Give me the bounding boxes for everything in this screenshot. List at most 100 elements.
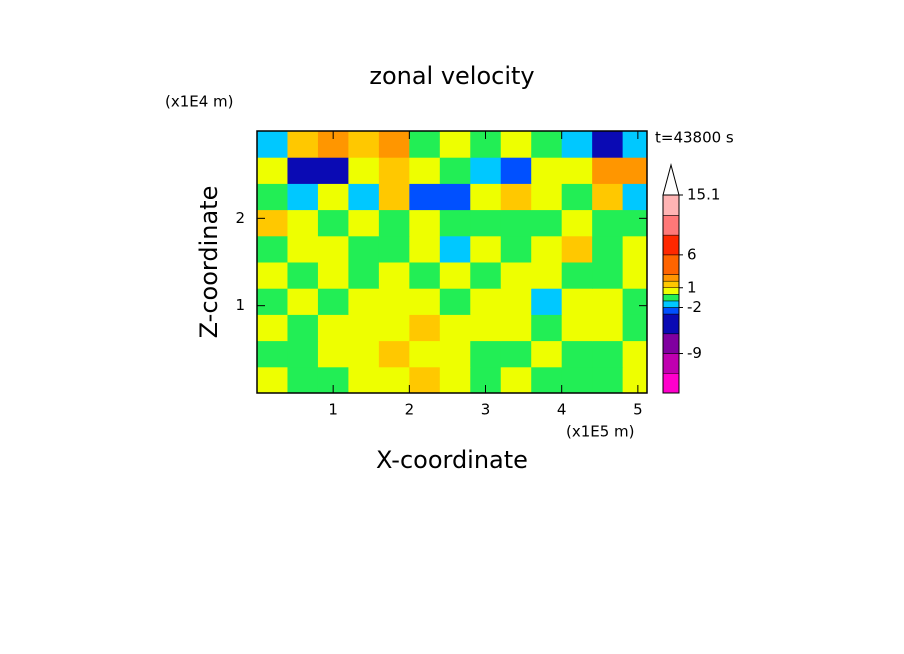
contour-cell	[317, 235, 349, 263]
contour-cell	[409, 366, 441, 393]
contour-cell	[561, 288, 593, 315]
contour-cell	[561, 157, 593, 184]
contour-cell	[257, 366, 288, 393]
colorbar-label: 15.1	[687, 186, 720, 204]
contour-cell	[348, 314, 380, 342]
contour-cell	[409, 262, 441, 289]
contour-cell	[470, 314, 502, 342]
contour-cell	[409, 209, 441, 237]
contour-cell	[470, 183, 502, 211]
contour-cell	[592, 235, 624, 263]
colorbar-label: -9	[687, 344, 702, 362]
contour-cell	[257, 157, 288, 184]
contour-cell	[378, 366, 410, 393]
plot-frame	[256, 130, 648, 394]
contour-cell	[348, 262, 380, 289]
colorbar-box	[662, 313, 680, 335]
colorbar-box	[662, 194, 680, 216]
y-tick-label: 1	[235, 296, 245, 314]
contour-cell	[531, 262, 563, 289]
contour-cell	[622, 340, 647, 368]
x-unit: (x1E5 m)	[566, 423, 635, 441]
x-axis-label: X-coordinate	[376, 446, 528, 474]
contour-cell	[592, 314, 624, 342]
colorbar-label: -2	[687, 298, 702, 316]
colorbar-box	[662, 353, 680, 374]
contour-cell	[439, 235, 471, 263]
contour-cell	[409, 131, 441, 158]
contour-cell	[317, 183, 349, 211]
contour-cell	[378, 340, 410, 368]
x-tick-label: 3	[481, 401, 491, 419]
contour-cell	[500, 340, 532, 368]
contour-cell	[622, 235, 647, 263]
contour-cell	[470, 209, 502, 237]
contour-cell	[592, 340, 624, 368]
x-tick-label: 4	[557, 401, 567, 419]
y-tick-label: 2	[235, 209, 245, 227]
contour-cell	[348, 157, 380, 184]
contour-cell	[561, 262, 593, 289]
contour-cell	[287, 157, 319, 184]
contour-cell	[531, 131, 563, 158]
contour-cell	[317, 209, 349, 237]
contour-cell	[348, 366, 380, 393]
contour-cell	[287, 131, 319, 158]
contour-cell	[257, 340, 288, 368]
contour-cell	[257, 183, 288, 211]
contour-cell	[317, 340, 349, 368]
contour-cell	[287, 288, 319, 315]
chart-title: zonal velocity	[369, 62, 534, 90]
contour-cell	[378, 314, 410, 342]
contour-cell	[561, 340, 593, 368]
contour-cell	[378, 183, 410, 211]
y-unit: (x1E4 m)	[165, 93, 234, 111]
contour-cell	[531, 235, 563, 263]
contour-cell	[500, 288, 532, 315]
axes: 1 2 3 4 5 1 2	[235, 130, 648, 419]
contour-cell	[257, 209, 288, 237]
contour-cell	[500, 235, 532, 263]
contour-cell	[500, 209, 532, 237]
colorbar-frame	[662, 194, 680, 394]
contour-cell	[257, 235, 288, 263]
field	[257, 131, 647, 393]
contour-cell	[622, 262, 647, 289]
x-tick-label: 1	[328, 401, 338, 419]
contour-cell	[409, 183, 441, 211]
contour-cell	[348, 183, 380, 211]
contour-cell	[257, 314, 288, 342]
contour-cell	[561, 209, 593, 237]
contour-cell	[439, 157, 471, 184]
contour-cell	[622, 288, 647, 315]
contour-cell	[378, 262, 410, 289]
contour-cell	[592, 209, 624, 237]
contour-cell	[622, 314, 647, 342]
contour-cell	[378, 157, 410, 184]
contour-cell	[257, 288, 288, 315]
contour-cell	[622, 183, 647, 211]
contour-cell	[531, 340, 563, 368]
contour-cell	[531, 209, 563, 237]
contour-cell	[622, 131, 647, 158]
contour-cell	[592, 157, 624, 184]
x-tick-label: 5	[633, 401, 643, 419]
contour-cell	[439, 262, 471, 289]
contour-cell	[500, 366, 532, 393]
contour-cell	[287, 262, 319, 289]
contour-cell	[287, 340, 319, 368]
contour-cell	[439, 209, 471, 237]
contour-cell	[500, 262, 532, 289]
colorbar-box	[662, 287, 680, 295]
contour-cell	[317, 288, 349, 315]
contour-cell	[592, 288, 624, 315]
colorbar-triangle	[662, 163, 680, 196]
contour-cell	[561, 235, 593, 263]
contour-cell	[287, 314, 319, 342]
contour-cell	[531, 157, 563, 184]
contour-cell	[439, 131, 471, 158]
contour-cell	[439, 183, 471, 211]
colorbar-box	[662, 215, 680, 236]
colorbar-box	[662, 280, 680, 289]
